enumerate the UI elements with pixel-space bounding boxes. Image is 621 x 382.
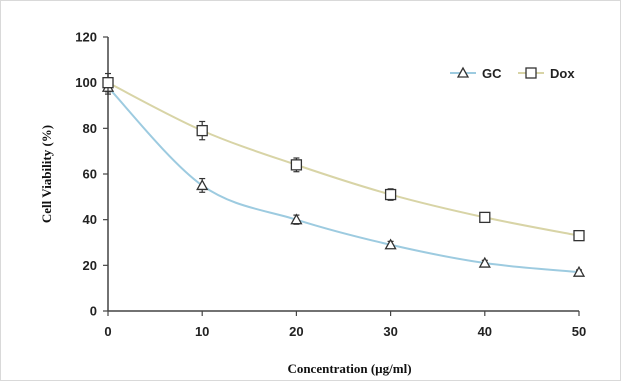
- series-line-gc: [107, 86, 580, 274]
- y-tick-label: 60: [83, 167, 97, 182]
- x-tick-label: 10: [195, 324, 209, 339]
- y-tick-label: 80: [83, 121, 97, 136]
- series-gc: [101, 79, 586, 277]
- legend-marker-gc: [456, 66, 470, 78]
- x-tick-label: 40: [478, 324, 492, 339]
- legend-label: GC: [482, 66, 502, 81]
- data-point-dox: [573, 229, 585, 242]
- legend-label: Dox: [550, 66, 575, 81]
- data-point-dox: [290, 159, 303, 171]
- legend-item-dox: Dox: [518, 66, 575, 81]
- series-line-dox: [107, 81, 580, 237]
- data-point-gc: [290, 213, 303, 225]
- x-tick-label: 20: [289, 324, 303, 339]
- y-tick-label: 100: [75, 75, 97, 90]
- data-point-gc: [384, 238, 397, 250]
- y-tick-label: 120: [75, 30, 97, 45]
- y-axis-label: Cell Viability (%): [39, 125, 54, 223]
- data-point-dox: [196, 124, 208, 137]
- x-tick-label: 30: [383, 324, 397, 339]
- series: [101, 72, 586, 277]
- y-tick-label: 20: [83, 258, 97, 273]
- ticks: 0 20 40 60 80 100 120 0 10 20 30 40 50: [75, 30, 586, 340]
- data-point-gc: [478, 256, 491, 268]
- data-point-dox: [479, 211, 491, 224]
- data-point-gc: [196, 179, 209, 191]
- legend: GC Dox: [450, 66, 575, 81]
- axes: [107, 37, 579, 312]
- legend-marker-dox: [525, 67, 537, 79]
- y-tick-label: 40: [83, 212, 97, 227]
- x-tick-label: 50: [572, 324, 586, 339]
- legend-item-gc: GC: [450, 66, 502, 81]
- data-point-dox: [384, 188, 397, 201]
- series-dox: [102, 72, 585, 242]
- data-point-dox: [102, 77, 114, 89]
- x-axis-label: Concentration (µg/ml): [287, 361, 411, 376]
- y-tick-label: 0: [90, 304, 97, 319]
- x-tick-label: 0: [104, 324, 111, 339]
- data-point-gc: [572, 265, 586, 277]
